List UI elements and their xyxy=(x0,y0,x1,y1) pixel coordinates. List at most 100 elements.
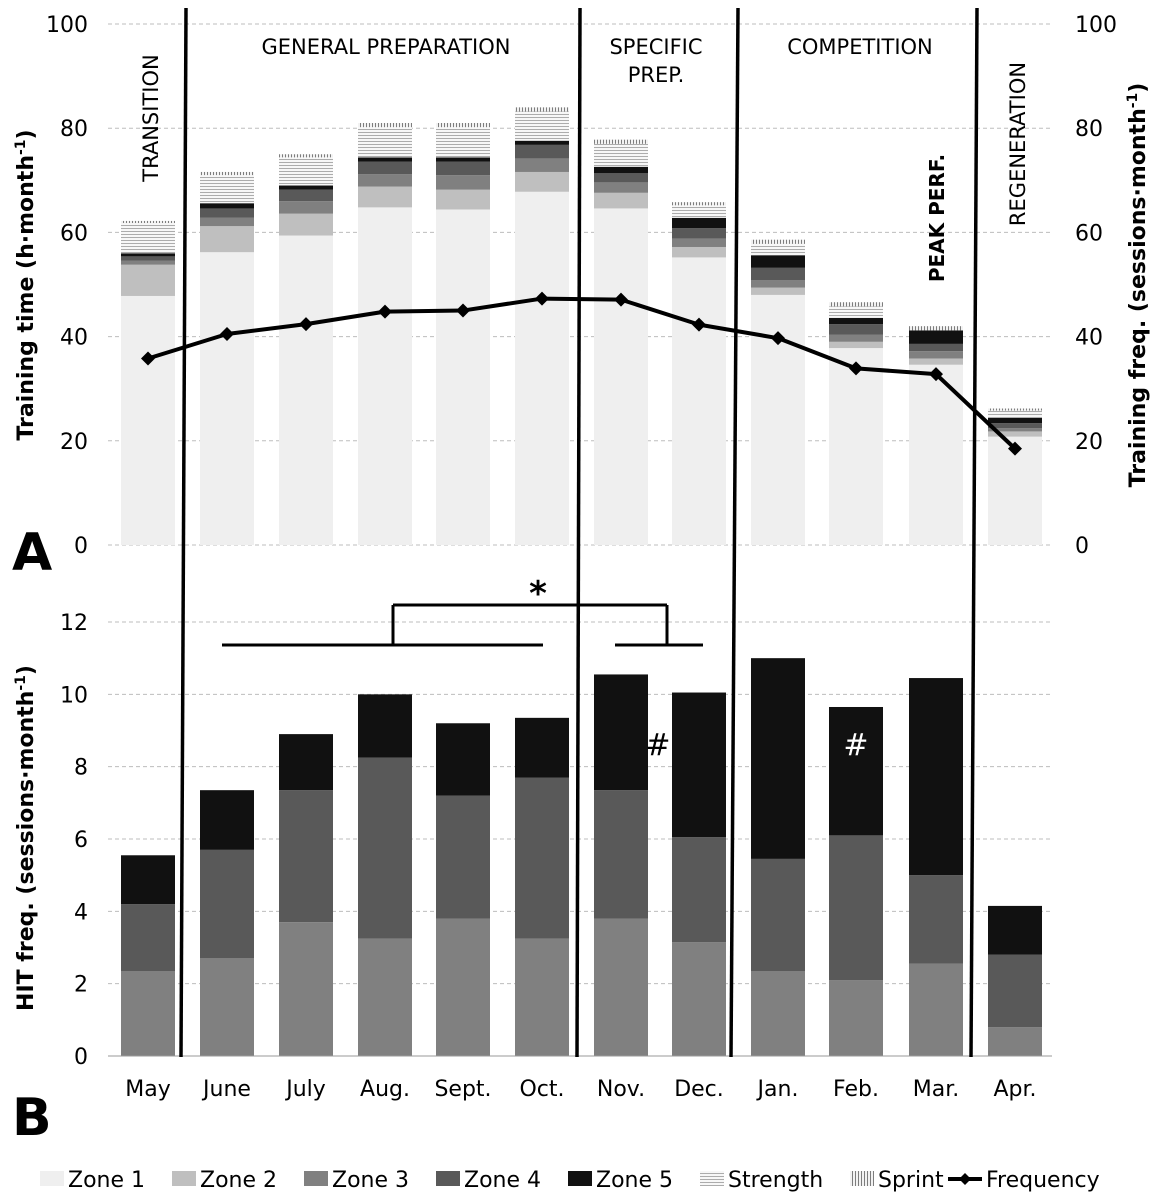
bar-segment-zone2 xyxy=(121,264,175,296)
y-tick-label: 60 xyxy=(60,221,88,246)
bar-segment-zone2 xyxy=(672,246,726,258)
bar-segment-sprint xyxy=(121,220,175,224)
bar-segment-zone2 xyxy=(829,341,883,349)
bar-segment-zone1 xyxy=(515,191,569,545)
bar-segment-zone4 xyxy=(279,790,333,923)
bar-segment-zone4 xyxy=(121,904,175,972)
bar-segment-zone5 xyxy=(909,330,963,344)
bar-segment-zone3 xyxy=(358,174,412,187)
frequency-marker xyxy=(141,351,155,366)
bar-segment-zone4 xyxy=(672,837,726,943)
bar-segment-zone5 xyxy=(594,166,648,174)
bar-segment-zone5 xyxy=(829,317,883,325)
bar-segment-strength xyxy=(515,111,569,141)
bar-segment-zone4 xyxy=(436,795,490,919)
bar-segment-sprint xyxy=(672,202,726,206)
bar-segment-zone5 xyxy=(436,157,490,162)
y-tick-label: 40 xyxy=(60,326,88,351)
x-tick-label: Aug. xyxy=(360,1077,410,1102)
hash-marker-nov: # xyxy=(645,728,670,763)
bar-segment-zone4 xyxy=(909,875,963,964)
bar-segment-zone3 xyxy=(200,217,254,227)
chart-legend: Zone 1 Zone 2 Zone 3 Zone 4 Zone 5 Strength Sp… xyxy=(40,1168,1100,1193)
bar-segment-zone2 xyxy=(358,186,412,208)
bar-segment-sprint xyxy=(436,122,490,128)
y-tick-label: 80 xyxy=(60,117,88,142)
bar-segment-zone5 xyxy=(515,140,569,145)
bar-segment-zone3 xyxy=(751,280,805,288)
bar-segment-zone5 xyxy=(200,203,254,209)
bar-segment-strength xyxy=(121,223,175,254)
y-tick-label-right: 100 xyxy=(1075,13,1117,38)
y-tick-label: 4 xyxy=(74,900,88,925)
bar-segment-zone5 xyxy=(515,717,569,778)
bar-segment-zone5 xyxy=(829,706,883,836)
y-tick-label: 0 xyxy=(74,1045,88,1070)
bar-segment-zone3 xyxy=(515,158,569,172)
bar-segment-zone2 xyxy=(200,226,254,253)
x-tick-label: Oct. xyxy=(519,1077,564,1102)
bar-segment-zone5 xyxy=(200,790,254,850)
legend-item-frequency: Frequency xyxy=(948,1168,1100,1193)
bar-segment-zone3 xyxy=(436,175,490,190)
legend-label: Strength xyxy=(728,1168,823,1193)
bar-segment-zone1 xyxy=(909,364,963,545)
bar-segment-zone1 xyxy=(121,295,175,545)
bar-segment-zone4 xyxy=(988,954,1042,1028)
hash-marker-feb: # xyxy=(843,728,868,763)
bar-segment-zone2 xyxy=(515,171,569,192)
legend-marker xyxy=(959,1173,971,1185)
bar-segment-zone2 xyxy=(909,358,963,365)
bar-segment-zone5 xyxy=(988,417,1042,424)
bar-segment-zone3 xyxy=(121,260,175,265)
bar-segment-zone4 xyxy=(515,777,569,939)
y-tick-label: 0 xyxy=(74,534,88,559)
bar-segment-strength xyxy=(988,410,1042,418)
bar-segment-zone3 xyxy=(909,351,963,359)
x-tick-label: June xyxy=(201,1077,251,1102)
bar-segment-zone4 xyxy=(988,423,1042,429)
bar-segment-zone4 xyxy=(358,161,412,175)
x-tick-label: Sept. xyxy=(434,1077,491,1102)
y-tick-label: 100 xyxy=(46,13,88,38)
bar-segment-zone5 xyxy=(358,694,412,758)
y-tick-label: 6 xyxy=(74,828,88,853)
legend-swatch xyxy=(40,1171,64,1186)
bar-segment-zone4 xyxy=(436,161,490,176)
bar-segment-zone3 xyxy=(279,201,333,214)
bar-segment-zone5 xyxy=(121,253,175,257)
frequency-marker xyxy=(692,317,706,332)
bar-segment-sprint xyxy=(751,239,805,244)
x-tick-label: July xyxy=(284,1077,326,1102)
bar-segment-zone1 xyxy=(279,235,333,545)
bar-segment-zone4 xyxy=(594,790,648,919)
bar-segment-strength xyxy=(436,127,490,158)
legend-item-zone2: Zone 2 xyxy=(172,1168,277,1193)
bar-segment-zone4 xyxy=(200,849,254,959)
bar-segment-strength xyxy=(751,243,805,256)
phase-label-transition: TRANSITION xyxy=(139,54,163,182)
legend-label: Zone 4 xyxy=(464,1168,541,1193)
frequency-marker xyxy=(849,361,863,376)
bar-segment-zone3 xyxy=(515,938,569,1056)
bar-segment-zone3 xyxy=(358,938,412,1056)
x-tick-label: Jan. xyxy=(756,1077,799,1102)
bar-segment-zone5 xyxy=(121,855,175,905)
legend-item-sprint: Sprint xyxy=(850,1168,944,1193)
x-tick-label: Mar. xyxy=(913,1077,959,1102)
x-tick-label: May xyxy=(125,1077,170,1102)
bar-segment-sprint xyxy=(279,154,333,158)
bar-segment-zone5 xyxy=(751,255,805,268)
panel-a-ylabel-right: Training freq. (sessions·month-1) xyxy=(1125,83,1151,488)
panel-b-chart: 0 2 4 6 8 10 12 May June July Aug. Sept. Oct. Nov. Dec… xyxy=(12,611,1052,1148)
bar-segment-zone4 xyxy=(751,267,805,281)
y-tick-label: 12 xyxy=(60,611,88,636)
legend-label: Sprint xyxy=(878,1168,944,1193)
frequency-line-path xyxy=(147,296,1017,451)
bar-segment-zone3 xyxy=(829,980,883,1056)
bar-segment-zone1 xyxy=(436,209,490,545)
frequency-marker xyxy=(220,326,234,341)
bar-segment-zone4 xyxy=(200,208,254,218)
phase-label-competition: COMPETITION xyxy=(787,35,933,59)
